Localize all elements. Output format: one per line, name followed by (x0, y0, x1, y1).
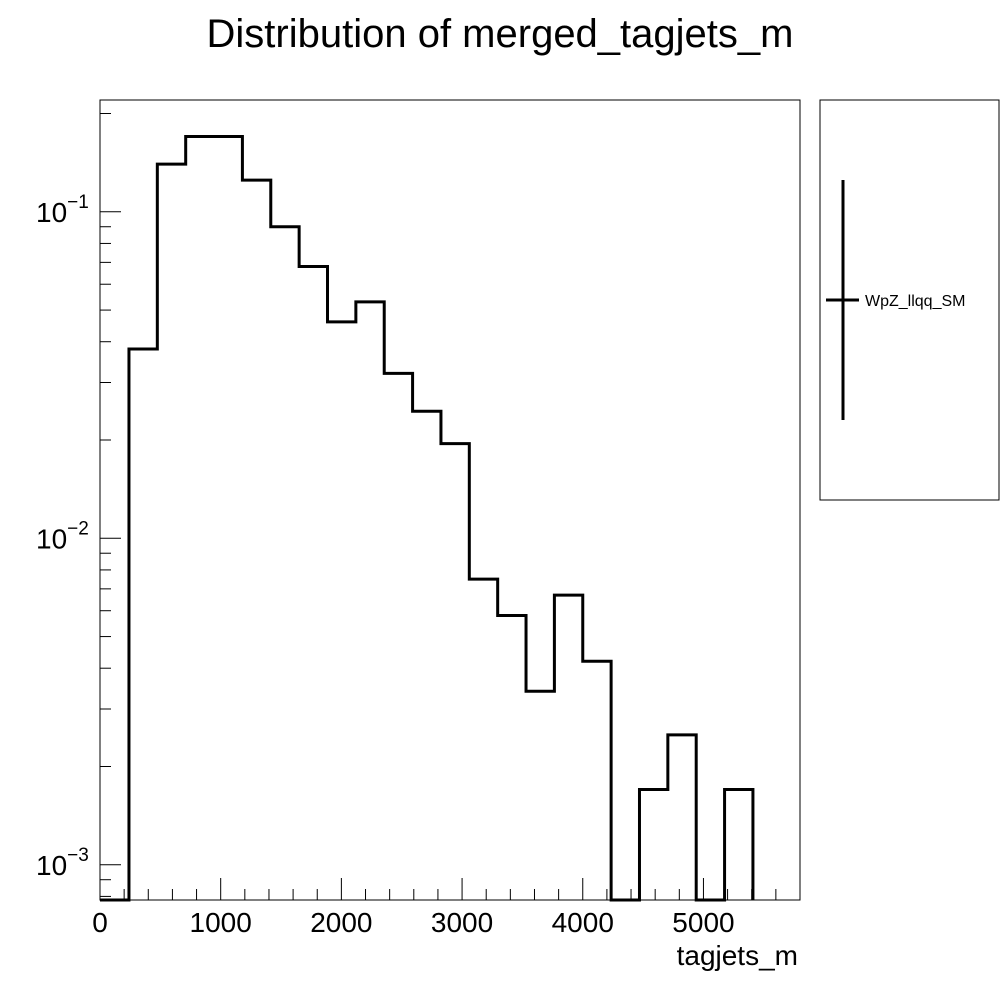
plot-frame (99, 99, 801, 901)
x-tick-label: 4000 (552, 907, 614, 938)
x-axis: 0 1000 2000 3000 4000 5000 (92, 878, 735, 938)
x-tick-label: 5000 (672, 907, 734, 938)
y-axis-minor-ticks (100, 113, 111, 897)
x-tick-label: 1000 (190, 907, 252, 938)
x-tick-label: 3000 (431, 907, 493, 938)
histogram-series-line (100, 135, 755, 902)
legend-series-label: WpZ_llqq_SM (865, 293, 965, 310)
y-tick-label: 10−1 (36, 192, 89, 228)
y-tick-label: 10−3 (36, 845, 89, 881)
x-tick-label: 2000 (310, 907, 372, 938)
x-axis-label: tagjets_m (677, 940, 798, 971)
x-tick-label: 0 (92, 907, 108, 938)
y-tick-label: 10−2 (36, 518, 89, 554)
chart-title: Distribution of merged_tagjets_m (207, 12, 794, 56)
x-axis-minor-ticks (123, 889, 777, 900)
legend: WpZ_llqq_SM (819, 99, 1000, 501)
y-axis: 10−1 10−2 10−3 (36, 192, 121, 881)
